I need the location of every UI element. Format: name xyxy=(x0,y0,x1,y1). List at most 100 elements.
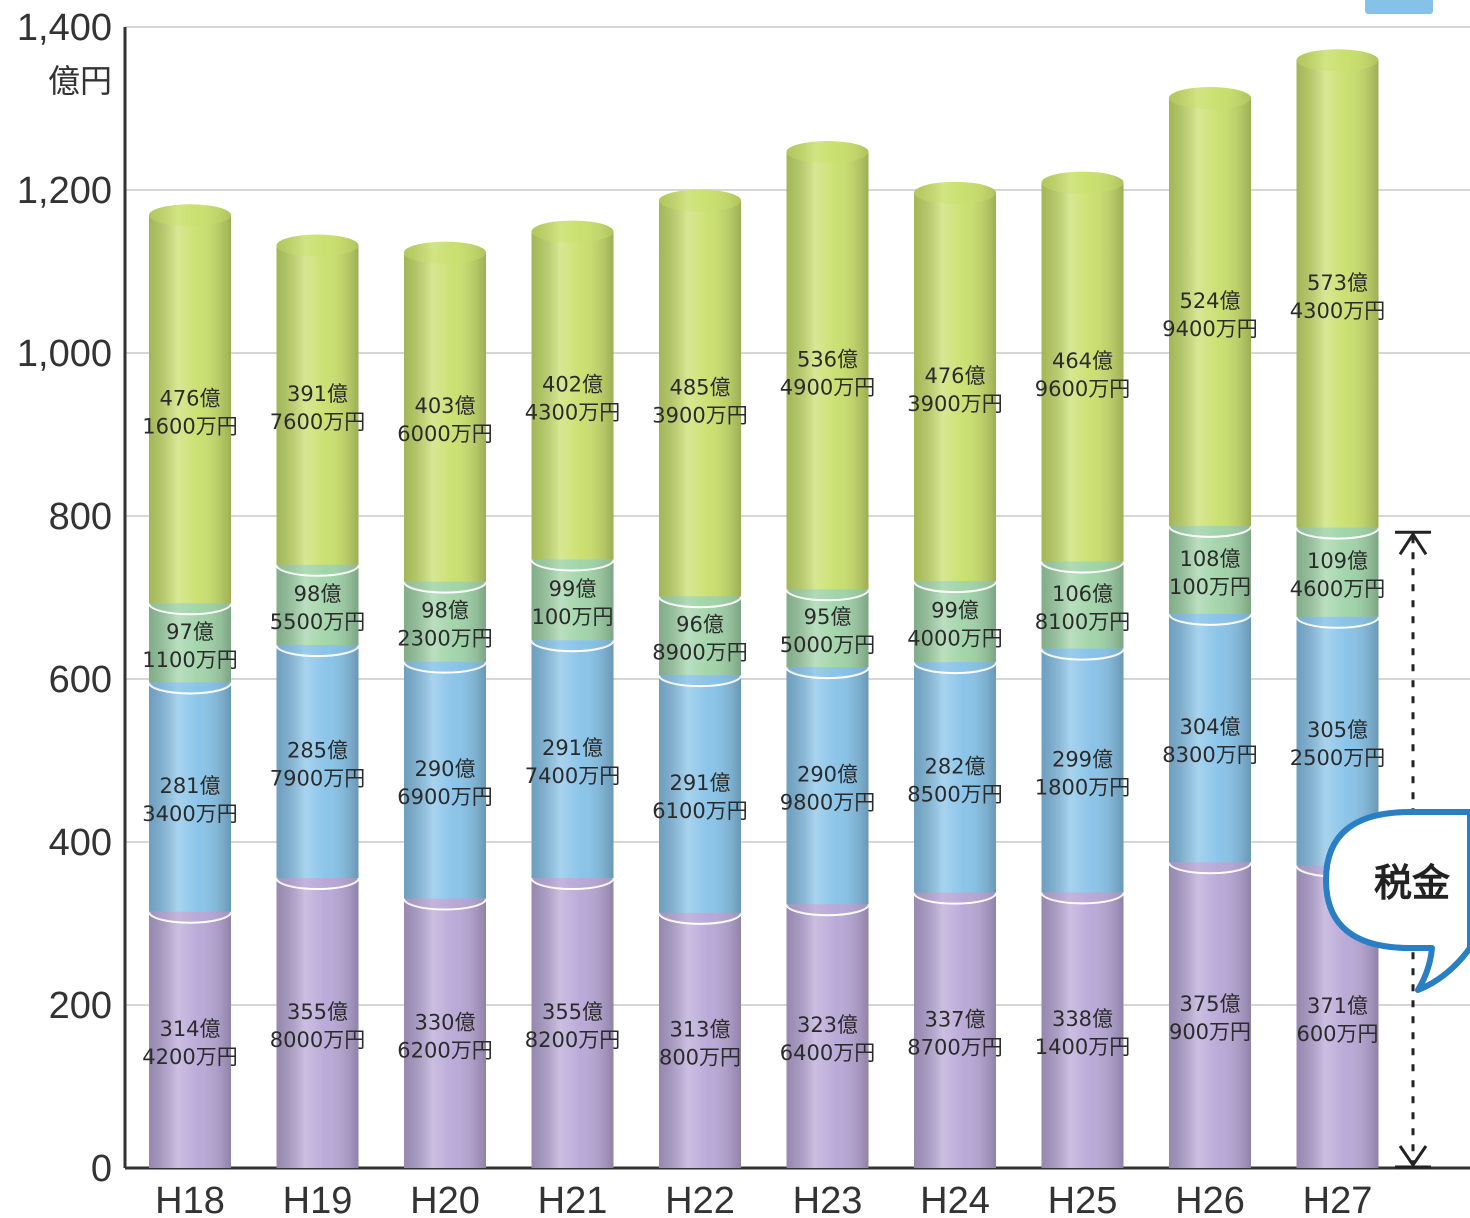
bar-shading xyxy=(276,645,359,879)
segment-label-man: 7400万円 xyxy=(525,764,620,788)
segment-label-oku: 355億 xyxy=(287,1000,348,1024)
segment-label-oku: 290億 xyxy=(414,757,475,781)
bar-shading xyxy=(276,245,359,565)
segment-label-man: 900万円 xyxy=(1169,1020,1251,1044)
segment-label-man: 1400万円 xyxy=(1035,1035,1130,1059)
segment-label-oku: 402億 xyxy=(542,373,603,397)
segment-label-man: 2500万円 xyxy=(1290,746,1385,770)
bar-cap-shading xyxy=(1041,171,1124,194)
segment-label-oku: 524億 xyxy=(1179,289,1240,313)
segment-labels: 314億 4200万円 281億 3400万円 97億 1100万円 476億 1600万円 3… xyxy=(142,271,1385,1069)
bar-shading xyxy=(149,603,231,683)
bar-segment xyxy=(658,663,742,913)
bar-segment xyxy=(530,628,615,879)
range-top-arrowhead xyxy=(1398,531,1428,556)
segment-label-oku: 375億 xyxy=(1179,992,1240,1016)
segment-label-man: 7600万円 xyxy=(270,410,365,434)
range-bottom-arrowhead xyxy=(1398,1145,1428,1168)
bar-cap-shading xyxy=(1169,87,1251,110)
bar-shading xyxy=(531,640,614,879)
bar-shading xyxy=(404,898,486,1168)
bar-shading xyxy=(149,215,231,604)
segment-label-oku: 109億 xyxy=(1307,549,1368,573)
segment-label-man: 4200万円 xyxy=(142,1045,237,1069)
segment-label-oku: 98億 xyxy=(421,599,469,623)
segment-label-oku: 305億 xyxy=(1307,718,1368,742)
legend-swatch xyxy=(1365,0,1433,14)
bar-shading xyxy=(1169,98,1251,526)
segment-label-oku: 99億 xyxy=(549,577,597,601)
bar-cap-shading xyxy=(149,204,231,227)
bar-segment xyxy=(1169,87,1251,526)
segment-label-oku: 291億 xyxy=(542,736,603,760)
segment-label-man: 5500万円 xyxy=(270,610,365,634)
segment-label-man: 5000万円 xyxy=(780,633,875,657)
bar-shading xyxy=(786,667,869,905)
segment-label-oku: 464億 xyxy=(1052,349,1113,373)
bar-shading xyxy=(914,581,996,663)
segment-label-oku: 371億 xyxy=(1307,994,1368,1018)
bar-segment xyxy=(1168,513,1252,614)
segment-label-man: 9800万円 xyxy=(780,791,875,815)
segment-label-oku: 536億 xyxy=(797,348,858,372)
segment-label-man: 9600万円 xyxy=(1035,377,1130,401)
x-tick-label: H18 xyxy=(155,1180,225,1218)
segment-label-man: 100万円 xyxy=(1169,575,1251,599)
bar-shading xyxy=(786,904,869,1168)
segment-label-man: 3900万円 xyxy=(652,403,747,427)
x-tick-label: H21 xyxy=(538,1180,608,1218)
segment-label-man: 800万円 xyxy=(659,1045,741,1069)
segment-label-oku: 337億 xyxy=(924,1007,985,1031)
segment-label-oku: 299億 xyxy=(1052,748,1113,772)
segment-label-man: 4300万円 xyxy=(525,401,620,425)
y-tick-label: 200 xyxy=(49,985,112,1027)
bar-segment xyxy=(149,204,231,604)
bar-shading xyxy=(1296,527,1379,617)
segment-label-oku: 355億 xyxy=(542,1000,603,1024)
segment-label-oku: 99億 xyxy=(931,599,979,623)
bar-cap-shading xyxy=(276,234,359,257)
bar-shading xyxy=(1041,648,1124,893)
bar-shading xyxy=(1041,182,1124,562)
segment-label-man: 6900万円 xyxy=(397,785,492,809)
segment-label-man: 8000万円 xyxy=(270,1028,365,1052)
bar-segment xyxy=(531,220,614,560)
bar-segment xyxy=(1041,171,1124,562)
x-tick-label: H19 xyxy=(283,1180,353,1218)
bar-shading xyxy=(149,682,231,912)
segment-label-oku: 330億 xyxy=(414,1010,475,1034)
segment-label-man: 8100万円 xyxy=(1035,610,1130,634)
bar-shading xyxy=(914,892,996,1168)
segment-label-man: 8200万円 xyxy=(525,1028,620,1052)
bar-shading xyxy=(1169,862,1251,1168)
segment-label-man: 4900万円 xyxy=(780,376,875,400)
bar-shading xyxy=(531,878,614,1168)
x-tick-label: H25 xyxy=(1048,1180,1118,1218)
bar-segment xyxy=(659,189,741,597)
segment-label-oku: 97億 xyxy=(166,620,214,644)
segment-label-oku: 290億 xyxy=(797,763,858,787)
segment-label-oku: 291億 xyxy=(669,771,730,795)
bar-cap-shading xyxy=(531,220,614,243)
bar-shading xyxy=(531,559,614,641)
bar-cap-shading xyxy=(786,141,869,164)
segment-label-man: 1800万円 xyxy=(1035,776,1130,800)
bar-segment xyxy=(276,234,359,565)
bar-shading xyxy=(531,231,614,560)
bar-segment xyxy=(403,649,487,899)
x-tick-label: H22 xyxy=(665,1180,735,1218)
segment-label-oku: 403億 xyxy=(414,394,475,418)
segment-label-man: 8500万円 xyxy=(907,782,1002,806)
bar-segment xyxy=(913,880,997,1168)
y-axis-unit: 億円 xyxy=(48,62,112,100)
x-tick-label: H23 xyxy=(793,1180,863,1218)
bar-shading xyxy=(276,564,359,646)
bar-shading xyxy=(404,252,486,582)
segment-label-man: 4300万円 xyxy=(1290,299,1385,323)
segment-label-man: 6100万円 xyxy=(652,799,747,823)
y-tick-label: 800 xyxy=(49,496,112,538)
bar-shading xyxy=(276,878,359,1168)
bar-shading xyxy=(659,912,741,1168)
bar-shading xyxy=(914,192,996,582)
segment-label-man: 3900万円 xyxy=(907,392,1002,416)
